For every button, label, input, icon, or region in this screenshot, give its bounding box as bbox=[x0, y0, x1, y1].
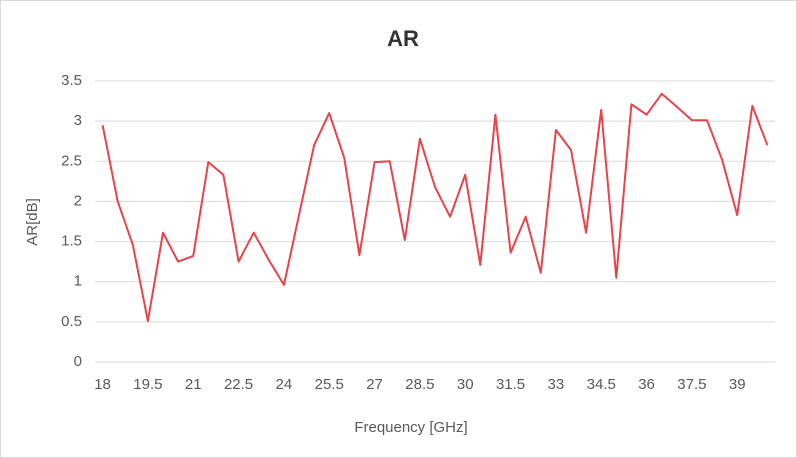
y-tick-label: 3.5 bbox=[61, 72, 82, 89]
x-tick-label: 22.5 bbox=[224, 376, 253, 393]
x-tick-label: 21 bbox=[185, 376, 202, 393]
y-tick-label: 2 bbox=[74, 192, 82, 209]
x-tick-label: 31.5 bbox=[496, 376, 525, 393]
x-tick-label: 34.5 bbox=[587, 376, 616, 393]
y-tick-label: 1.5 bbox=[61, 233, 82, 250]
data-line bbox=[101, 92, 769, 323]
x-tick-label: 27 bbox=[366, 376, 383, 393]
y-tick-label: 2.5 bbox=[61, 152, 82, 169]
y-axis-label: AR[dB] bbox=[24, 198, 41, 246]
x-tick-label: 18 bbox=[94, 376, 111, 393]
y-tick-label: 1 bbox=[74, 273, 82, 290]
x-tick-label: 19.5 bbox=[133, 376, 162, 393]
y-tick-label: 3 bbox=[74, 112, 82, 129]
x-tick-label: 24 bbox=[276, 376, 293, 393]
x-tick-label: 33 bbox=[548, 376, 565, 393]
y-tick-label: 0.5 bbox=[61, 313, 82, 330]
x-tick-label: 36 bbox=[638, 376, 655, 393]
x-tick-label: 39 bbox=[729, 376, 746, 393]
x-tick-label: 25.5 bbox=[315, 376, 344, 393]
x-tick-label: 28.5 bbox=[405, 376, 434, 393]
x-axis-label: Frequency [GHz] bbox=[354, 419, 467, 436]
x-tick-label: 30 bbox=[457, 376, 474, 393]
y-tick-label: 0 bbox=[74, 353, 82, 370]
chart-title: AR bbox=[387, 26, 419, 51]
x-tick-label: 37.5 bbox=[677, 376, 706, 393]
